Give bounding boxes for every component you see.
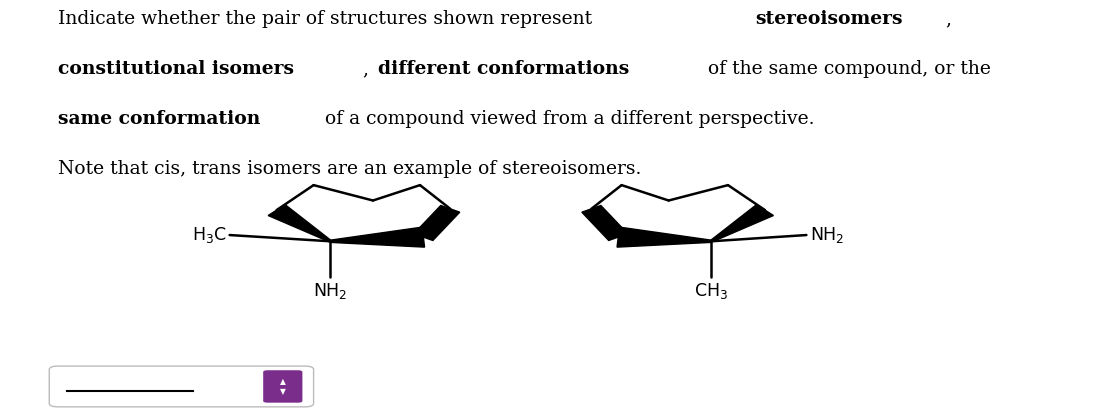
Text: of the same compound, or the: of the same compound, or the — [702, 60, 991, 78]
Text: Indicate whether the pair of structures shown represent: Indicate whether the pair of structures … — [58, 10, 598, 28]
Text: ,: , — [363, 60, 375, 78]
Text: different conformations: different conformations — [379, 60, 629, 78]
Text: CH$_3$: CH$_3$ — [694, 281, 728, 301]
Text: ▼: ▼ — [280, 387, 286, 396]
Polygon shape — [710, 205, 774, 242]
Polygon shape — [582, 206, 627, 240]
Text: Note that cis, trans isomers are an example of stereoisomers.: Note that cis, trans isomers are an exam… — [58, 160, 642, 178]
FancyBboxPatch shape — [263, 370, 302, 403]
Text: ▲: ▲ — [280, 376, 286, 386]
Text: NH$_2$: NH$_2$ — [810, 225, 843, 245]
Polygon shape — [268, 205, 332, 242]
Text: stereoisomers: stereoisomers — [755, 10, 903, 28]
Text: H$_3$C: H$_3$C — [192, 225, 226, 245]
Text: ,: , — [945, 10, 952, 28]
Polygon shape — [617, 227, 711, 247]
Text: NH$_2$: NH$_2$ — [314, 281, 347, 301]
Polygon shape — [414, 206, 459, 240]
Text: same conformation: same conformation — [58, 110, 261, 128]
FancyBboxPatch shape — [49, 366, 314, 407]
Text: constitutional isomers: constitutional isomers — [58, 60, 295, 78]
Polygon shape — [330, 227, 424, 247]
Text: of a compound viewed from a different perspective.: of a compound viewed from a different pe… — [319, 110, 815, 128]
